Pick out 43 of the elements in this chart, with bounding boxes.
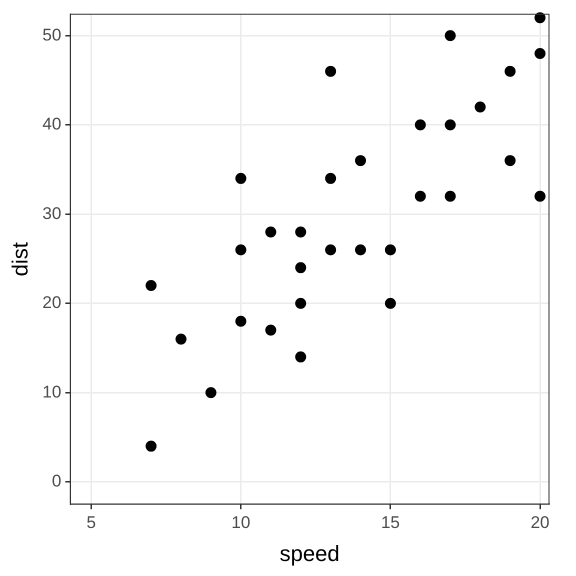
point <box>325 172 336 184</box>
point <box>444 30 456 42</box>
point <box>504 155 516 166</box>
y-tick-label: 10 <box>42 382 62 402</box>
point <box>146 440 157 452</box>
point <box>355 155 366 166</box>
point <box>325 244 336 256</box>
point <box>146 280 157 292</box>
point <box>235 244 246 256</box>
point <box>295 226 306 238</box>
point <box>295 298 306 309</box>
x-tick-label: 10 <box>231 513 250 532</box>
point <box>444 190 456 202</box>
point <box>534 12 546 24</box>
point <box>534 48 546 59</box>
y-tick-label: 30 <box>42 204 62 223</box>
point <box>534 190 546 202</box>
point <box>384 244 396 256</box>
x-tick-label: 5 <box>86 513 96 532</box>
point <box>265 226 276 238</box>
y-tick-label: 40 <box>42 114 62 134</box>
point <box>504 66 516 77</box>
x-axis-title: speed <box>280 540 340 566</box>
point <box>235 316 246 327</box>
point <box>384 298 396 309</box>
point <box>205 387 216 398</box>
point <box>414 190 426 202</box>
point <box>295 262 306 274</box>
point <box>325 66 336 77</box>
point <box>176 334 187 345</box>
x-tick-label: 20 <box>530 513 550 532</box>
point <box>295 351 306 362</box>
y-tick-label: 20 <box>42 293 62 312</box>
x-tick-label: 15 <box>380 513 400 532</box>
point <box>474 102 486 113</box>
y-tick-label: 50 <box>42 25 62 44</box>
y-axis-title: dist <box>7 242 32 276</box>
point <box>444 119 456 130</box>
point <box>355 244 366 256</box>
point <box>265 324 276 336</box>
point <box>414 119 426 130</box>
y-tick-label: 0 <box>52 472 62 491</box>
point <box>235 172 246 184</box>
